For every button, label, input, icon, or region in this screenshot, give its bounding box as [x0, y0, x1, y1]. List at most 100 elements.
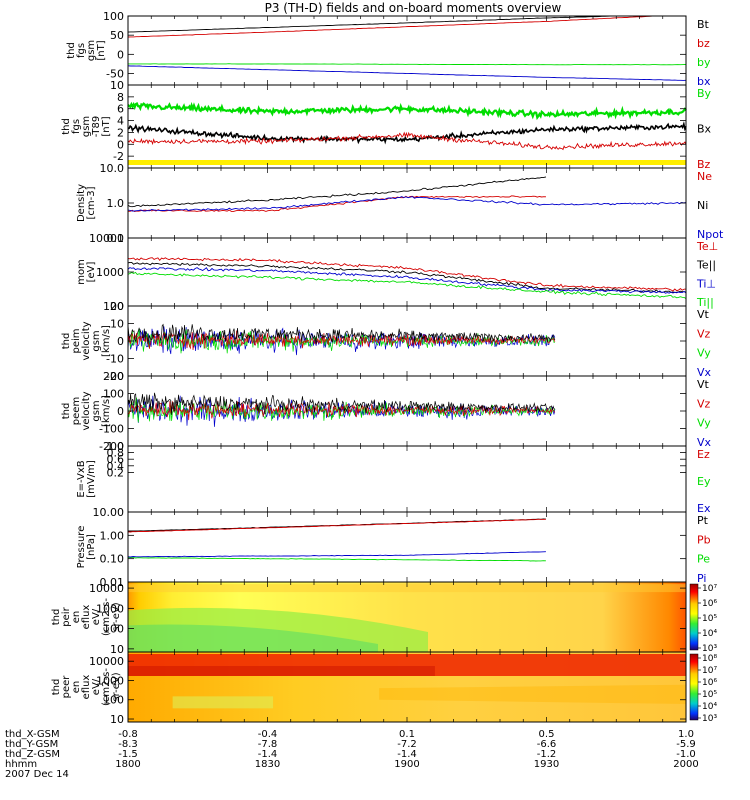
y-tick-label: 50: [110, 29, 124, 42]
series-Vz: [127, 400, 556, 421]
y-tick-label: 0.10: [100, 553, 125, 566]
y-tick-label: 0: [117, 405, 124, 418]
y-axis-label: thd peir en eflux eV/(cm2-s-sr-eV): [51, 598, 122, 636]
y-tick-label: 100: [103, 694, 124, 707]
y-axis-label-line: peem: [71, 397, 82, 425]
y-tick-label: -50: [106, 68, 124, 81]
panel-frame: [127, 445, 687, 513]
panel-6: 200 100 0 -100 -200 thd peem velocity gsm [km/s] V…: [61, 370, 712, 453]
y-tick-label: 0.2: [107, 466, 125, 479]
time-axis-value: -1.4: [397, 749, 417, 760]
series-Ni: [127, 176, 547, 208]
y-axis-label: thd peem velocity gsm [km/s]: [61, 391, 112, 430]
series-Pe: [127, 557, 546, 562]
y-tick-label: -100: [99, 423, 124, 436]
spectrogram-low-patch: [172, 696, 274, 709]
series-bx: [127, 65, 687, 81]
legend-Pi: Pi: [697, 572, 706, 585]
y-axis-label-line: Density: [76, 184, 87, 222]
y-axis-label-line: (cm2-s-: [101, 598, 112, 636]
spectrogram-high-band: [128, 584, 686, 593]
y-tick-label: 6: [117, 103, 124, 116]
legend-Bz: Bz: [697, 158, 711, 171]
y-tick-label: 10.00: [93, 506, 125, 519]
y-tick-label: 20: [110, 300, 124, 313]
time-axis-label: thd_X-GSM: [5, 729, 60, 740]
panel-frame: [127, 511, 687, 583]
legend-bx: bx: [697, 75, 711, 88]
time-axis-value: -1.2: [537, 749, 557, 760]
legend-Pe: Pe: [697, 553, 710, 566]
time-axis-value: 1900: [394, 759, 419, 770]
series-Npot: [127, 196, 687, 212]
legend-Pt: Pt: [697, 514, 709, 527]
colorbar-tick-label: 10⁷: [702, 666, 717, 676]
y-axis-label-line: thd: [51, 679, 62, 696]
quality-flag-strip: [128, 160, 686, 165]
time-axis-value: -7.8: [258, 739, 278, 750]
y-axis-label-line: thd: [61, 403, 72, 420]
time-axis-value: 2000: [673, 759, 698, 770]
panel-frame: [127, 84, 687, 169]
y-tick-label: -10: [106, 353, 124, 366]
y-tick-label: 2: [117, 126, 124, 139]
y-tick-label: 100: [103, 300, 124, 313]
legend-Vy: Vy: [697, 417, 711, 430]
y-axis-label-line: -T89: [91, 116, 102, 138]
legend-Vz: Vz: [697, 397, 711, 410]
y-tick-label: 0: [117, 138, 124, 151]
y-axis-label-line: velocity: [81, 321, 92, 360]
legend-Te__: Te||: [696, 259, 716, 272]
legend-Vt: Vt: [697, 378, 710, 391]
legend-Vy: Vy: [697, 347, 711, 360]
y-axis-label-line: mom: [76, 259, 87, 285]
y-axis-label-line: gsm: [86, 40, 97, 61]
y-axis-label-line: gsm: [91, 330, 102, 351]
y-tick-label: 1.0: [107, 197, 125, 210]
series-Ti_: [127, 267, 687, 294]
y-tick-label: 10.0: [100, 162, 125, 175]
y-axis-label-line: fgs: [71, 119, 82, 134]
y-axis-label-line: fgs: [76, 43, 87, 58]
legend-Ez: Ez: [697, 448, 710, 461]
colorbar-tick-label: 10⁷: [702, 584, 717, 594]
legend-Vx: Vx: [697, 436, 712, 449]
y-axis-label-line: thd: [61, 333, 72, 350]
time-axis-value: 1830: [255, 759, 280, 770]
legend-Ti_: Ti⊥: [696, 277, 716, 290]
y-axis-label: mom [eV]: [76, 259, 97, 285]
y-axis-label-line: [mV/m]: [86, 460, 97, 498]
y-axis-label-line: en: [71, 611, 82, 624]
legend-Vz: Vz: [697, 327, 711, 340]
y-axis-label: thd fgs gsm [nT]: [66, 40, 107, 61]
y-tick-label: -2: [113, 150, 124, 163]
colorbar-tick-label: 10⁶: [702, 678, 717, 688]
legend-Vt: Vt: [697, 308, 710, 321]
y-tick-label: 0: [117, 335, 124, 348]
y-axis-label-line: thd: [66, 42, 77, 59]
y-axis-label: thd fgs gsm -T89 [nT]: [61, 116, 112, 138]
y-tick-label: 0.6: [107, 453, 125, 466]
time-axis-value: -8.3: [118, 739, 138, 750]
time-axis-value: -1.5: [118, 749, 138, 760]
y-tick-label: 0.1: [107, 232, 125, 245]
time-axis-value: -6.6: [537, 739, 557, 750]
y-axis-label-line: en: [71, 681, 82, 694]
time-axis-value: -0.4: [258, 729, 278, 740]
series-Bx: [127, 121, 687, 145]
y-axis-label-line: Pressure: [76, 526, 87, 569]
legend-Ti__: Ti||: [696, 296, 714, 309]
legend-Bx: Bx: [697, 123, 712, 136]
y-tick-label: 10000: [89, 232, 124, 245]
series-Vy: [127, 397, 556, 423]
y-axis-label-line: [km/s]: [101, 395, 112, 427]
y-axis-label: Density [cm-3]: [76, 184, 97, 222]
colorbar-tick-label: 10³: [702, 714, 717, 724]
y-axis-label-line: eflux: [81, 605, 92, 630]
panel-3: 10.0 1.0 0.1 Density [cm-3] Ne Ni Npot: [76, 162, 724, 245]
time-axis-value: 0.1: [399, 729, 415, 740]
time-axis-value: 0.5: [539, 729, 555, 740]
y-axis-label-line: E=-VxB: [76, 460, 87, 497]
